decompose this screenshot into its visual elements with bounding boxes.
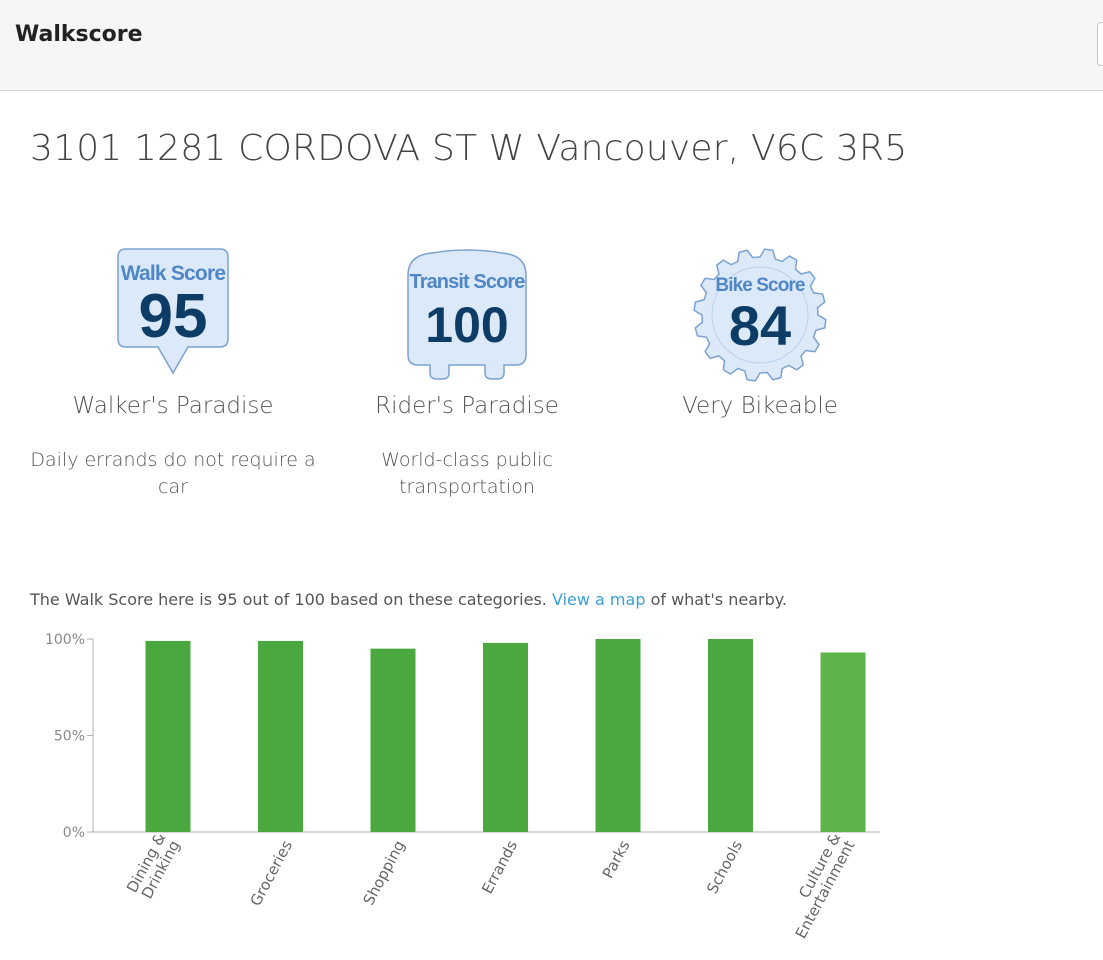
- x-tick-label-line: Parks: [599, 837, 634, 881]
- transit-score-rating: Rider's Paradise: [375, 393, 559, 419]
- top-bar: Walkscore: [0, 0, 1103, 91]
- walk-score-description: Daily errands do not require a car: [30, 449, 316, 498]
- category-bar-chart: 100% 50% 0% Dining &Drinking Groceries Shopp…: [45, 632, 880, 942]
- bike-score-rating: Very Bikeable: [682, 393, 838, 419]
- y-tick-label: 100%: [45, 632, 85, 648]
- walk-score-badge-label: Walk Score: [121, 262, 226, 285]
- bar-schools: [708, 639, 753, 832]
- bike-score-value: 84: [729, 294, 791, 357]
- view-map-link[interactable]: View a map: [551, 590, 646, 609]
- x-tick-label: Groceries: [247, 837, 297, 909]
- transit-score-panel: Transit Score 100 Rider's Paradise World…: [317, 245, 617, 501]
- summary-text-after: of what's nearby.: [645, 590, 787, 609]
- address-heading: 3101 1281 CORDOVA ST W Vancouver, V6C 3R…: [30, 128, 908, 169]
- x-tick-label: Schools: [703, 837, 746, 896]
- x-tick-label-line: Shopping: [360, 837, 409, 908]
- walk-score-badge-icon: Walk Score 95: [117, 248, 229, 375]
- transit-score-value: 100: [425, 297, 508, 353]
- transit-score-description: World-class public transportation: [381, 449, 553, 498]
- bar-dining-drinking: [145, 640, 191, 832]
- corner-button[interactable]: [1097, 22, 1103, 66]
- bar-culture-entertainment: [820, 652, 866, 832]
- walk-score-summary: The Walk Score here is 95 out of 100 bas…: [30, 590, 787, 609]
- y-tick-label: 50%: [54, 729, 85, 745]
- walk-score-panel: Walk Score 95 Walker's Paradise Daily er…: [23, 245, 323, 501]
- bike-score-badge-label: Bike Score: [715, 275, 805, 296]
- x-tick-label: Parks: [599, 837, 634, 881]
- y-tick-label: 0%: [63, 825, 85, 841]
- x-tick-label: Culture &Entertainment: [792, 830, 859, 942]
- transit-score-badge-icon: Transit Score 100: [407, 249, 527, 380]
- transit-score-badge-label: Transit Score: [409, 271, 525, 293]
- summary-text-before: The Walk Score here is 95 out of 100 bas…: [30, 590, 552, 609]
- x-tick-label-line: Groceries: [247, 837, 297, 909]
- x-tick-label-line: Errands: [478, 837, 521, 896]
- x-tick-label: Dining &Drinking: [123, 830, 183, 902]
- page-title: Walkscore: [15, 22, 143, 47]
- walk-score-rating: Walker's Paradise: [72, 393, 274, 419]
- bar-shopping: [370, 648, 416, 832]
- bar-errands: [483, 642, 528, 832]
- bike-score-panel: Bike Score 84 Very Bikeable: [610, 245, 910, 419]
- x-tick-label: Shopping: [360, 837, 409, 908]
- bar-parks: [595, 639, 641, 832]
- bike-score-badge-icon: Bike Score 84: [693, 248, 827, 382]
- x-tick-label: Errands: [478, 837, 521, 896]
- x-tick-label-line: Schools: [703, 837, 746, 896]
- walk-score-value: 95: [139, 282, 208, 351]
- bar-groceries: [258, 640, 303, 832]
